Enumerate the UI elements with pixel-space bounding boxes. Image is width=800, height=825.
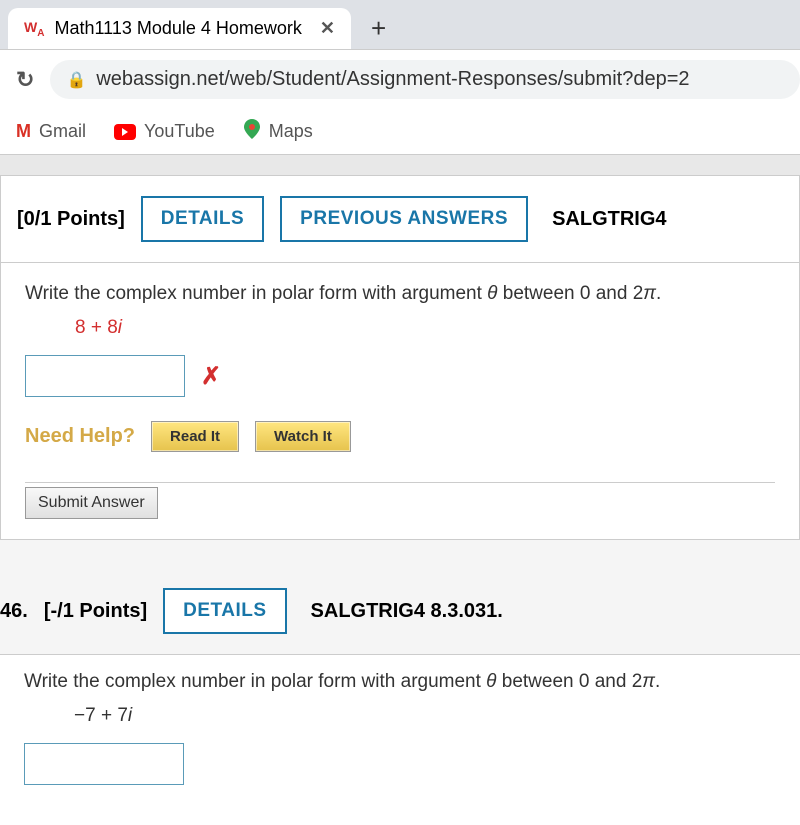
- youtube-icon: [114, 124, 136, 140]
- tab-bar: WA Math1113 Module 4 Homework ✕ +: [0, 0, 800, 49]
- details-button[interactable]: DETAILS: [163, 588, 286, 634]
- bookmark-maps[interactable]: Maps: [243, 119, 313, 144]
- question-body: Write the complex number in polar form w…: [1, 263, 799, 539]
- bookmark-label: Maps: [269, 121, 313, 142]
- question-prompt: Write the complex number in polar form w…: [24, 671, 776, 693]
- gmail-icon: M: [16, 121, 31, 142]
- points-label: [-/1 Points]: [44, 600, 147, 623]
- watch-it-button[interactable]: Watch It: [255, 421, 351, 452]
- browser-tab[interactable]: WA Math1113 Module 4 Homework ✕: [8, 8, 351, 49]
- complex-expression: −7 + 7i: [74, 705, 776, 727]
- submit-answer-button[interactable]: Submit Answer: [25, 487, 158, 519]
- answer-row: ✗: [25, 355, 775, 397]
- problem-ref: SALGTRIG4: [552, 208, 666, 231]
- new-tab-button[interactable]: +: [351, 13, 406, 44]
- complex-expression: 8 + 8i: [75, 317, 775, 339]
- answer-row: [24, 743, 776, 785]
- need-help-label: Need Help?: [25, 425, 135, 448]
- incorrect-icon: ✗: [201, 362, 221, 391]
- tab-title: Math1113 Module 4 Homework: [54, 18, 301, 39]
- points-label: [0/1 Points]: [17, 208, 125, 231]
- help-row: Need Help? Read It Watch It: [25, 421, 775, 452]
- question-block-1: [0/1 Points] DETAILS PREVIOUS ANSWERS SA…: [0, 175, 800, 540]
- read-it-button[interactable]: Read It: [151, 421, 239, 452]
- bookmark-gmail[interactable]: M Gmail: [16, 121, 86, 142]
- submit-wrap: Submit Answer: [25, 482, 775, 519]
- previous-answers-button[interactable]: PREVIOUS ANSWERS: [280, 196, 528, 242]
- details-button[interactable]: DETAILS: [141, 196, 264, 242]
- question-header: [0/1 Points] DETAILS PREVIOUS ANSWERS SA…: [1, 176, 799, 263]
- problem-ref: SALGTRIG4 8.3.031.: [311, 600, 503, 623]
- bookmark-label: Gmail: [39, 121, 86, 142]
- question-header-2: 46. [-/1 Points] DETAILS SALGTRIG4 8.3.0…: [0, 568, 800, 654]
- close-tab-icon[interactable]: ✕: [320, 18, 335, 39]
- bookmark-youtube[interactable]: YouTube: [114, 121, 215, 142]
- answer-input[interactable]: [25, 355, 185, 397]
- maps-icon: [243, 119, 261, 144]
- bookmarks-bar: M Gmail YouTube Maps: [0, 109, 800, 155]
- page-content: [0/1 Points] DETAILS PREVIOUS ANSWERS SA…: [0, 175, 800, 825]
- url-text: webassign.net/web/Student/Assignment-Res…: [96, 68, 689, 91]
- tab-favicon: WA: [24, 19, 44, 39]
- answer-input[interactable]: [24, 743, 184, 785]
- lock-icon: 🔒: [66, 70, 86, 90]
- question-prompt: Write the complex number in polar form w…: [25, 283, 775, 305]
- bookmark-label: YouTube: [144, 121, 215, 142]
- url-field[interactable]: 🔒 webassign.net/web/Student/Assignment-R…: [50, 60, 800, 99]
- browser-chrome: WA Math1113 Module 4 Homework ✕ + ↻ 🔒 we…: [0, 0, 800, 155]
- url-bar: ↻ 🔒 webassign.net/web/Student/Assignment…: [0, 49, 800, 109]
- reload-icon[interactable]: ↻: [0, 67, 50, 93]
- question-block-2: 46. [-/1 Points] DETAILS SALGTRIG4 8.3.0…: [0, 568, 800, 825]
- question-number: 46.: [0, 600, 28, 623]
- question-body-2: Write the complex number in polar form w…: [0, 654, 800, 825]
